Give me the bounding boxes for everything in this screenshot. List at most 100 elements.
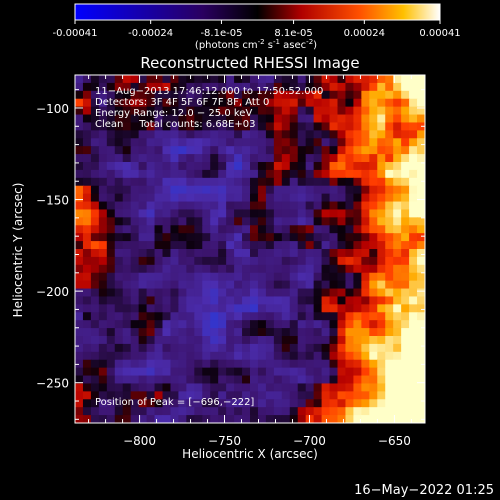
heatmap-cell: [138, 264, 148, 274]
heatmap-cell: [90, 90, 100, 100]
heatmap-cell: [409, 304, 418, 313]
heatmap-cell: [106, 106, 116, 116]
heatmap-cell: [138, 312, 148, 321]
heatmap-cell: [75, 328, 84, 337]
heatmap-cell: [106, 272, 116, 282]
heatmap-cell: [289, 320, 299, 329]
heatmap-cell: [122, 225, 132, 234]
heatmap-cell: [130, 264, 140, 274]
heatmap-cell: [194, 217, 203, 226]
heatmap-cell: [114, 82, 124, 92]
heatmap-cell: [138, 296, 148, 305]
heatmap-cell: [146, 296, 156, 305]
heatmap-cell: [242, 336, 251, 345]
heatmap-cell: [90, 351, 100, 361]
heatmap-cell: [337, 343, 347, 353]
heatmap-cell: [210, 280, 219, 290]
heatmap-cell: [90, 169, 100, 179]
heatmap-cell: [226, 193, 235, 203]
heatmap-cell: [82, 122, 92, 131]
heatmap-cell: [138, 336, 148, 345]
heatmap-cell: [170, 375, 180, 385]
heatmap-cell: [321, 169, 331, 179]
heatmap-cell: [170, 264, 180, 274]
heatmap-cell: [234, 280, 243, 290]
heatmap-cell: [409, 264, 418, 274]
heatmap-cell: [82, 193, 92, 203]
heatmap-cell: [377, 106, 386, 116]
heatmap-cell: [178, 233, 187, 242]
heatmap-cell: [138, 169, 148, 179]
heatmap-cell: [361, 138, 370, 147]
heatmap-cell: [377, 296, 386, 305]
heatmap-cell: [154, 256, 164, 266]
heatmap-cell: [114, 146, 124, 155]
heatmap-cell: [194, 114, 203, 124]
heatmap-cell: [178, 359, 187, 369]
heatmap-cell: [417, 162, 425, 171]
heatmap-cell: [273, 256, 283, 266]
heatmap-cell: [289, 272, 299, 282]
heatmap-cell: [361, 114, 370, 124]
heatmap-cell: [234, 201, 243, 211]
heatmap-cell: [361, 328, 370, 337]
heatmap-cell: [114, 193, 124, 203]
heatmap-cell: [210, 343, 219, 353]
heatmap-cell: [210, 320, 219, 329]
heatmap-cell: [305, 114, 315, 124]
heatmap-cell: [82, 304, 92, 313]
heatmap-cell: [337, 201, 347, 211]
heatmap-cell: [250, 233, 259, 242]
heatmap-cell: [194, 82, 203, 92]
heatmap-cell: [202, 312, 211, 321]
heatmap-cell: [162, 122, 172, 131]
heatmap-cell: [345, 288, 355, 298]
heatmap-cell: [146, 114, 156, 124]
heatmap-cell: [337, 241, 347, 250]
heatmap-cell: [393, 296, 402, 305]
heatmap-cell: [265, 415, 275, 423]
heatmap-cell: [289, 185, 299, 195]
heatmap-cell: [337, 328, 347, 337]
heatmap-cell: [321, 217, 331, 226]
heatmap-cell: [186, 193, 195, 203]
heatmap-cell: [170, 217, 180, 226]
heatmap-cell: [377, 75, 386, 84]
colorbar: [74, 3, 441, 21]
heatmap-cell: [226, 399, 235, 408]
heatmap-cell: [417, 256, 425, 266]
heatmap-cell: [130, 280, 140, 290]
heatmap-cell: [90, 201, 100, 211]
heatmap-cell: [234, 177, 243, 187]
heatmap-cell: [178, 375, 187, 385]
heatmap-cell: [329, 391, 339, 400]
heatmap-cell: [90, 272, 100, 282]
heatmap-cell: [297, 375, 307, 385]
heatmap-cell: [138, 209, 148, 218]
heatmap-cell: [210, 241, 219, 250]
heatmap-cell: [146, 106, 156, 116]
heatmap-cell: [273, 351, 283, 361]
heatmap-cell: [154, 75, 164, 84]
heatmap-cell: [393, 280, 402, 290]
heatmap-cell: [265, 185, 275, 195]
heatmap-cell: [393, 90, 402, 100]
heatmap-cell: [202, 328, 211, 337]
heatmap-cell: [297, 98, 307, 108]
heatmap-cell: [345, 193, 355, 203]
heatmap-cell: [369, 225, 378, 234]
heatmap-cell: [210, 169, 219, 179]
heatmap-cell: [162, 320, 172, 329]
heatmap-cell: [289, 351, 299, 361]
heatmap-cell: [75, 320, 84, 329]
heatmap-cell: [122, 82, 132, 92]
heatmap-cell: [218, 383, 227, 392]
heatmap-cell: [361, 312, 370, 321]
heatmap-cell: [297, 415, 307, 423]
heatmap-cell: [194, 177, 203, 187]
heatmap-cell: [234, 169, 243, 179]
heatmap-cell: [337, 169, 347, 179]
heatmap-cell: [178, 177, 187, 187]
heatmap-cell: [75, 193, 84, 203]
heatmap-cell: [377, 201, 386, 211]
